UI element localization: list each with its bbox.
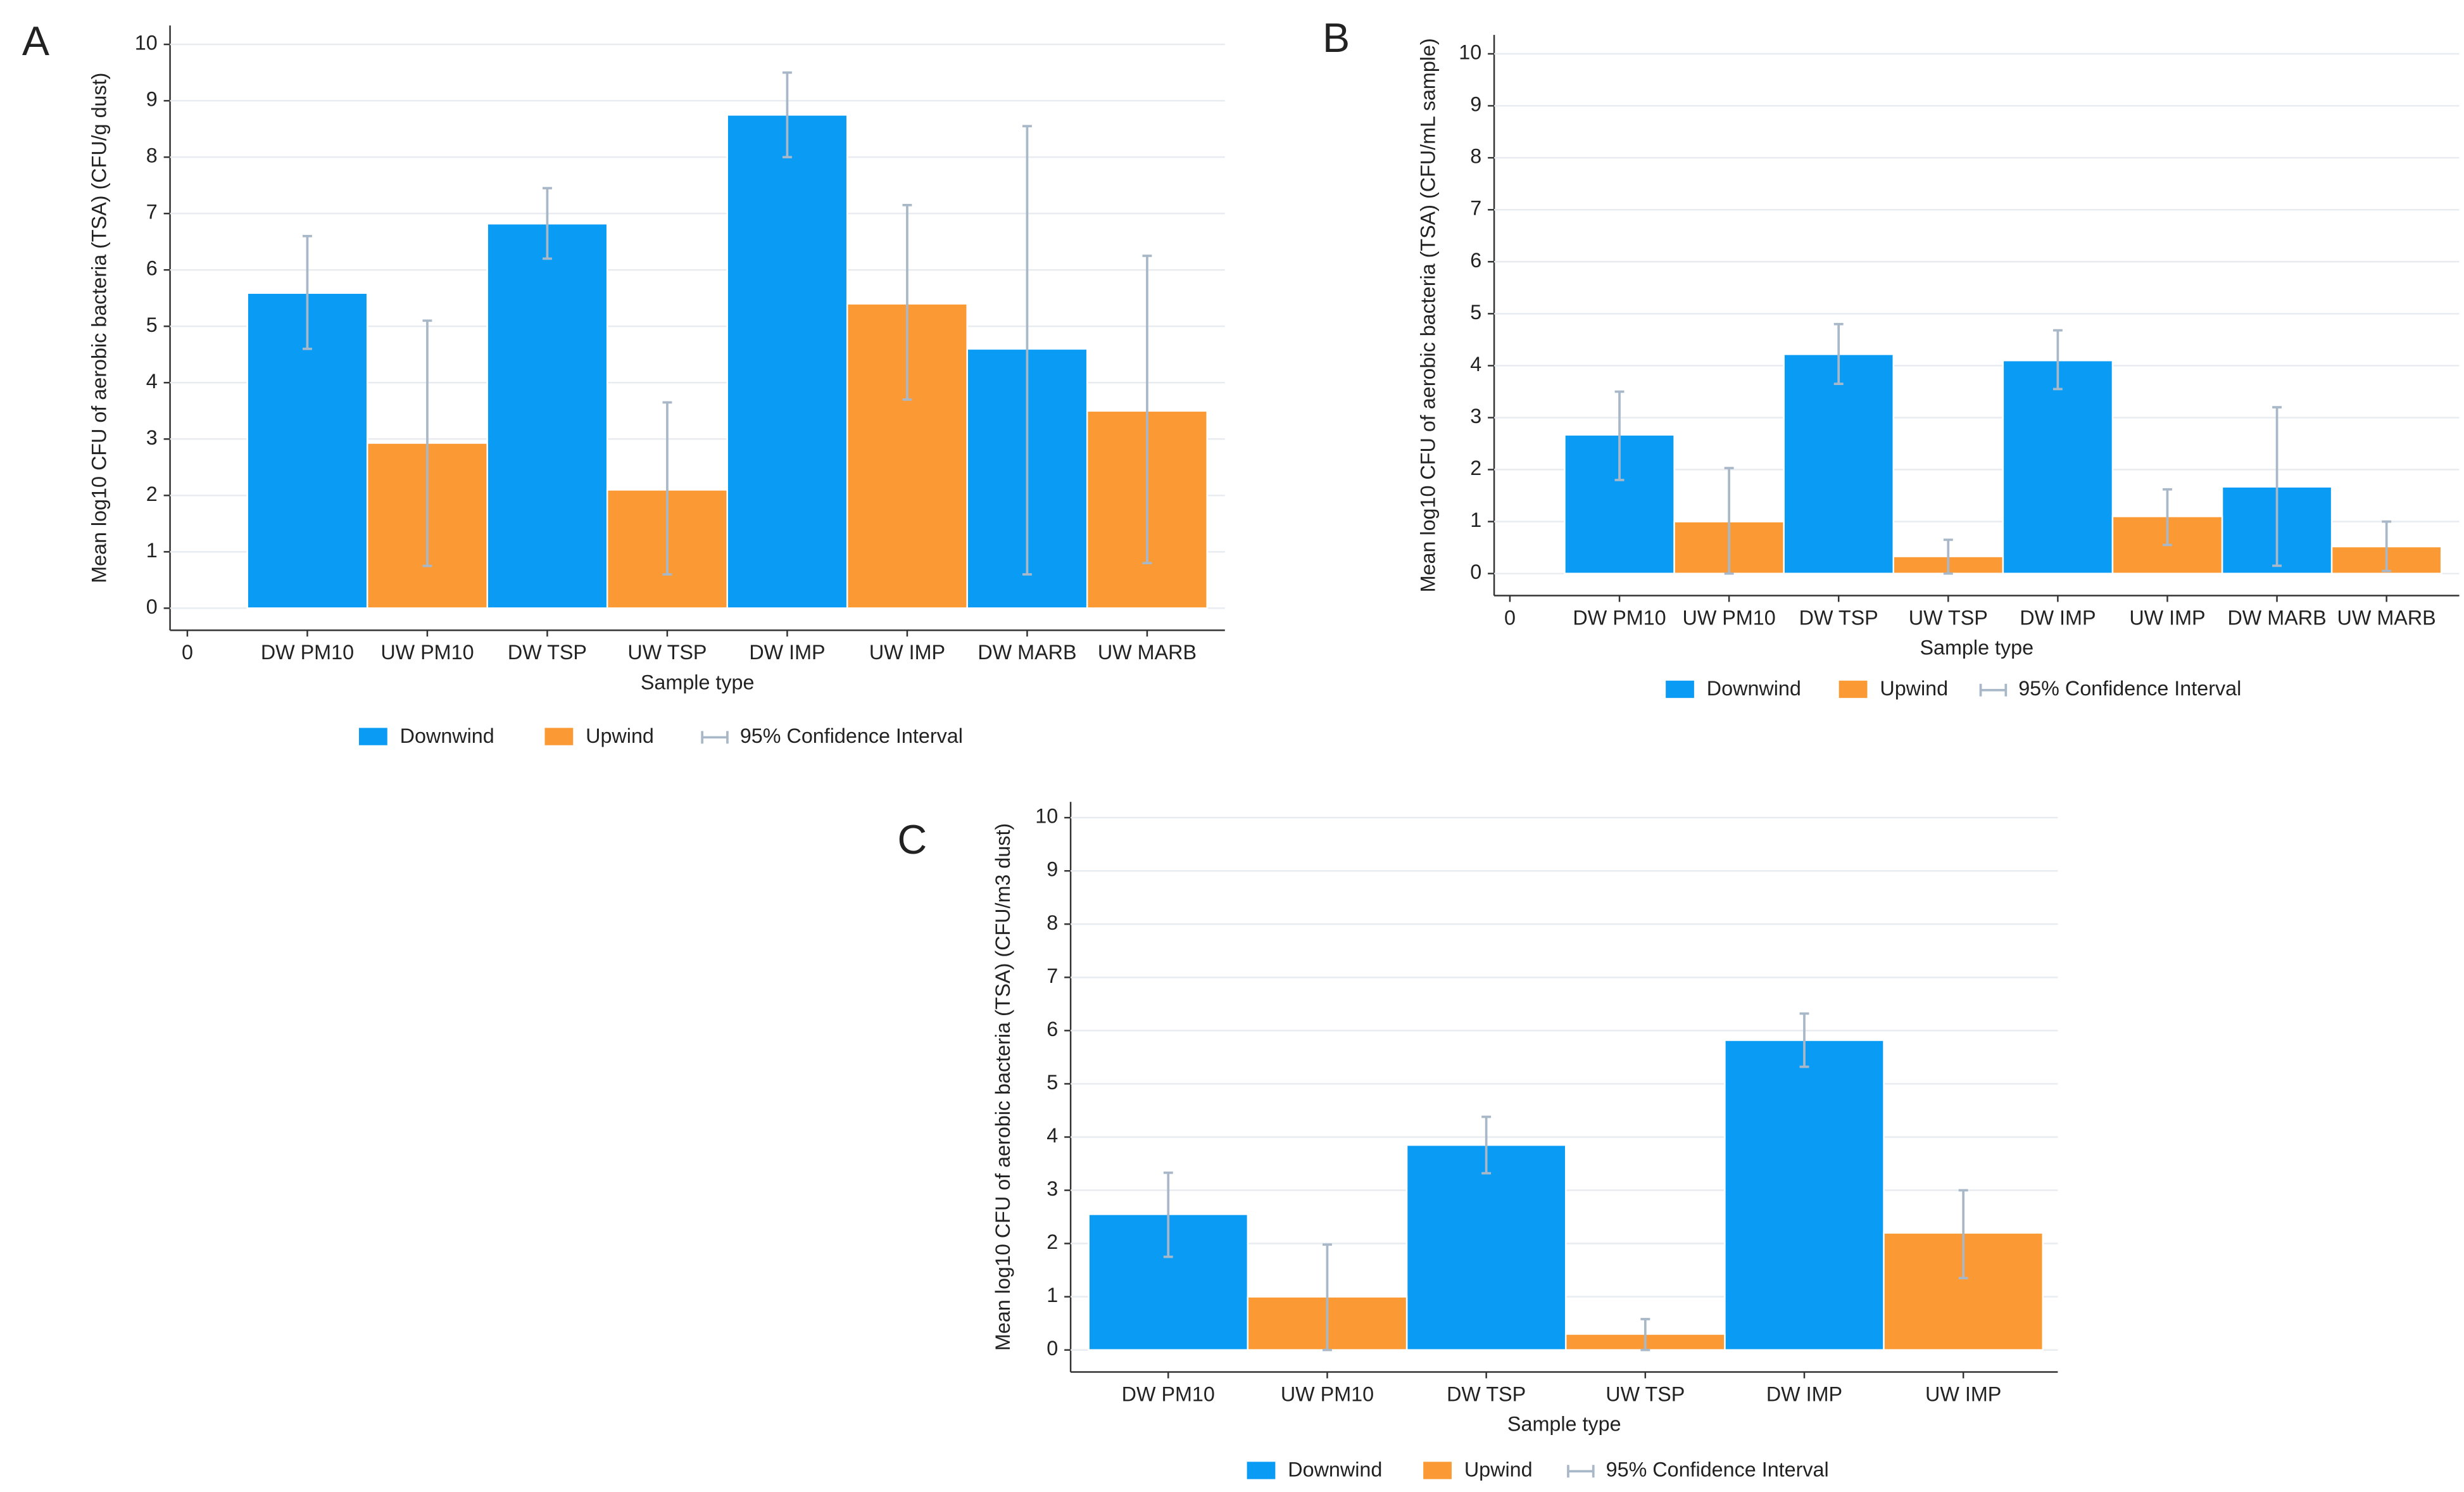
y-tick-label: 2 <box>1470 457 1481 479</box>
panel-label: A <box>22 18 49 64</box>
legend-label: Downwind <box>1707 677 1801 700</box>
x-tick-label: UW IMP <box>2129 606 2205 629</box>
y-tick-label: 10 <box>135 32 158 54</box>
legend-swatch <box>1839 680 1868 699</box>
y-axis-label: Mean log10 CFU of aerobic bacteria (TSA)… <box>88 73 111 583</box>
bar <box>1724 1039 1885 1351</box>
bar <box>1405 1144 1567 1351</box>
x-tick-label: 0 <box>1504 606 1516 629</box>
x-tick-label: UW IMP <box>1925 1382 2001 1405</box>
legend-label: Downwind <box>1288 1458 1382 1481</box>
y-tick-label: 10 <box>1459 41 1481 64</box>
y-tick-label: 9 <box>1047 858 1058 881</box>
y-tick-label: 6 <box>146 257 158 280</box>
y-tick-label: 9 <box>1470 93 1481 116</box>
legend-label: 95% Confidence Interval <box>2018 677 2241 700</box>
legend-label: Downwind <box>400 724 494 747</box>
y-tick-label: 10 <box>1035 805 1058 828</box>
y-tick-label: 1 <box>1047 1284 1058 1306</box>
y-tick-label: 9 <box>146 88 158 111</box>
x-axis-label: Sample type <box>1920 636 2033 659</box>
x-tick-label: UW TSP <box>1606 1382 1685 1405</box>
x-tick-label: DW IMP <box>2020 606 2096 629</box>
legend-swatch <box>1666 680 1694 699</box>
x-tick-label: DW IMP <box>749 641 825 664</box>
bar <box>1783 353 1894 574</box>
y-tick-label: 5 <box>1470 301 1481 324</box>
y-tick-label: 4 <box>1047 1124 1058 1147</box>
x-tick-label: DW MARB <box>977 641 1076 664</box>
x-tick-label: DW PM10 <box>1573 606 1666 629</box>
x-tick-label: DW TSP <box>1447 1382 1526 1405</box>
x-tick-label: UW TSP <box>1909 606 1988 629</box>
x-tick-label: DW TSP <box>1799 606 1878 629</box>
x-tick-label: UW MARB <box>2337 606 2436 629</box>
y-tick-label: 6 <box>1470 249 1481 272</box>
x-tick-label: UW PM10 <box>380 641 474 664</box>
y-axis-label: Mean log10 CFU of aerobic bacteria (TSA)… <box>1417 38 1440 592</box>
y-axis-label: Mean log10 CFU of aerobic bacteria (TSA)… <box>991 823 1014 1351</box>
x-tick-label: DW PM10 <box>1122 1382 1215 1405</box>
x-tick-label: DW MARB <box>2227 606 2326 629</box>
x-tick-label: 0 <box>182 641 193 664</box>
panel-label: C <box>898 816 927 863</box>
y-tick-label: 6 <box>1047 1018 1058 1040</box>
legend-swatch <box>1247 1462 1276 1479</box>
x-tick-label: DW TSP <box>508 641 587 664</box>
y-tick-label: 8 <box>1047 911 1058 934</box>
y-tick-label: 8 <box>1470 145 1481 168</box>
y-tick-label: 5 <box>146 313 158 336</box>
y-tick-label: 1 <box>1470 509 1481 531</box>
y-tick-label: 4 <box>1470 353 1481 376</box>
x-tick-label: UW PM10 <box>1682 606 1775 629</box>
x-tick-label: UW PM10 <box>1281 1382 1374 1405</box>
bar <box>726 114 848 609</box>
x-axis-label: Sample type <box>1507 1413 1621 1436</box>
y-tick-label: 0 <box>146 595 158 618</box>
y-tick-label: 3 <box>146 426 158 449</box>
legend-label: 95% Confidence Interval <box>740 724 963 747</box>
y-tick-label: 5 <box>1047 1071 1058 1094</box>
y-tick-label: 0 <box>1470 560 1481 583</box>
y-tick-label: 2 <box>1047 1230 1058 1253</box>
x-tick-label: UW IMP <box>869 641 945 664</box>
legend-label: 95% Confidence Interval <box>1606 1458 1829 1481</box>
x-tick-label: DW IMP <box>1766 1382 1842 1405</box>
legend-swatch <box>544 728 574 745</box>
y-tick-label: 7 <box>146 201 158 224</box>
y-tick-label: 0 <box>1047 1337 1058 1360</box>
x-tick-label: DW PM10 <box>261 641 354 664</box>
x-axis-label: Sample type <box>641 671 755 693</box>
y-tick-label: 7 <box>1470 197 1481 220</box>
y-tick-label: 7 <box>1047 964 1058 987</box>
bar <box>486 222 608 609</box>
y-tick-label: 3 <box>1047 1177 1058 1200</box>
legend-swatch <box>1423 1462 1452 1479</box>
legend-swatch <box>359 728 387 745</box>
y-tick-label: 3 <box>1470 405 1481 427</box>
panel-label: B <box>1323 15 1350 61</box>
x-tick-label: UW TSP <box>627 641 707 664</box>
y-tick-label: 8 <box>146 144 158 167</box>
legend-label: Upwind <box>586 724 654 747</box>
legend-label: Upwind <box>1464 1458 1533 1481</box>
x-tick-label: UW MARB <box>1098 641 1197 664</box>
bar <box>2002 359 2114 574</box>
y-tick-label: 2 <box>146 483 158 505</box>
y-tick-label: 4 <box>146 370 158 393</box>
y-tick-label: 1 <box>146 539 158 562</box>
legend-label: Upwind <box>1880 677 1948 700</box>
